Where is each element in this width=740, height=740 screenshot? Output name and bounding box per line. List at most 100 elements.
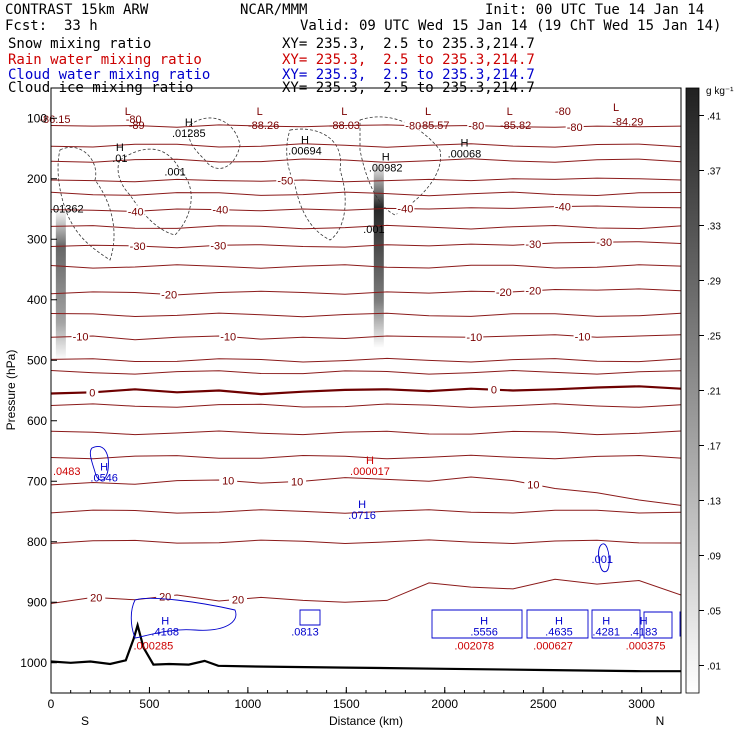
isotherm-label: 10 — [222, 476, 234, 488]
y-tick-label: 900 — [27, 595, 47, 609]
cloud-water-max-h-marker: H — [555, 616, 563, 628]
x-tick-label: 500 — [139, 697, 159, 711]
rain-max-value: .002078 — [454, 640, 494, 652]
field-cloud-ice-name: Cloud ice mixing ratio — [8, 80, 194, 96]
y-tick-label: 700 — [27, 474, 47, 488]
x-tick-label: 3000 — [628, 697, 655, 711]
rain-max-value: .0483 — [53, 466, 81, 478]
isotherm — [51, 224, 681, 230]
isotherm-label: -30 — [210, 240, 226, 252]
cloud-water-max-h-marker: H — [480, 616, 488, 628]
x-tick-label: 0 — [48, 697, 55, 711]
isotherm — [51, 454, 681, 460]
isotherm-label-bg — [573, 330, 592, 342]
isotherm-label-bg — [126, 205, 145, 217]
isotherm-label: -40 — [555, 201, 571, 213]
y-tick-label: 200 — [27, 172, 47, 186]
cloud-water-contour — [299, 609, 321, 626]
isotherm — [51, 369, 681, 375]
cloud-water-max-value: .5556 — [470, 627, 498, 639]
snow-max-value: .00068 — [448, 149, 482, 161]
init-time: Init: 00 UTC Tue 14 Jan 14 — [485, 2, 705, 18]
y-tick-label: 500 — [27, 353, 47, 367]
temperature-extreme-label: -84.29 — [612, 117, 643, 129]
isotherm-label-bg — [229, 593, 248, 605]
ice-shading-layer — [55, 160, 384, 361]
colorbar-tick-label: .29 — [707, 277, 721, 288]
x-tick-label: 2500 — [530, 697, 557, 711]
cloud-water-max-h-marker: H — [640, 616, 648, 628]
isotherm-label: -30 — [525, 239, 541, 251]
cloud-water-max-value: .4168 — [151, 627, 179, 639]
colorbar-tick-label: .13 — [707, 497, 721, 508]
isotherm-label-bg — [404, 119, 423, 131]
ice-shading-column — [55, 209, 66, 361]
cloud-water-max-value: .4183 — [630, 627, 658, 639]
isotherm-label-bg — [524, 284, 543, 296]
isotherm-label: 10 — [291, 477, 303, 489]
isotherm — [51, 430, 681, 436]
x-end-label-south: S — [81, 714, 89, 728]
isotherm-10 — [51, 476, 681, 506]
isotherm — [51, 509, 681, 514]
y-tick-label: 1000 — [20, 656, 47, 670]
snow-max-h-marker: H — [116, 142, 124, 154]
colorbar-tick-label: .05 — [707, 607, 721, 618]
cloud-water-contour — [591, 609, 641, 639]
isotherm-label-bg — [595, 236, 614, 248]
cloud-water-contour — [679, 611, 681, 637]
isotherm-label: -10 — [220, 332, 236, 344]
y-tick-label: 400 — [27, 293, 47, 307]
isotherm — [51, 403, 681, 408]
isotherm--30 — [51, 241, 681, 249]
isotherm-label: -80 — [567, 122, 583, 134]
isotherm-label-bg — [553, 200, 572, 212]
cloud-water-contour — [130, 597, 237, 639]
field-snow-name: Snow mixing ratio — [8, 36, 152, 52]
colorbar-tick-label: .41 — [707, 112, 721, 123]
isotherm-label-bg — [209, 239, 228, 251]
isotherm-label-bg — [211, 203, 230, 215]
cloud-water-contour — [643, 611, 673, 639]
isotherm-label-bg — [467, 119, 486, 131]
isotherm-label: -10 — [575, 331, 591, 343]
snow-max-value: .00982 — [369, 162, 403, 174]
isotherm-label-bg — [465, 331, 484, 343]
colorbar-unit: g kg⁻¹ — [706, 86, 734, 97]
isotherm-label: 20 — [232, 594, 244, 606]
isotherm--80 — [51, 124, 681, 128]
rain-max-h-marker: H — [366, 455, 374, 467]
isotherm-label-bg — [219, 330, 238, 342]
isotherm-label: -10 — [73, 331, 89, 343]
isotherm-label-bg — [276, 174, 295, 186]
temperature-contour-layer: 10 10 10 20 20 20 -10 -10 -10 -10 -20 -20 -20 -30 -30 -… — [51, 119, 681, 606]
center-name: NCAR/MMM — [240, 2, 308, 18]
forecast-hours: 33 h — [64, 18, 98, 34]
rain-max-value: .000627 — [533, 640, 573, 652]
isotherm — [51, 264, 681, 269]
isotherm-label: -30 — [130, 241, 146, 253]
cloud-water-contour — [598, 543, 610, 573]
isotherm-label-bg — [219, 474, 238, 486]
cloud-water-max-h-marker: H — [161, 616, 169, 628]
field-snow-xy: XY= 235.3, 2.5 to 235.3,214.7 — [282, 36, 535, 52]
y-tick-label: 600 — [27, 414, 47, 428]
isotherm-label: 0 — [89, 387, 95, 399]
temperature-extreme-label: -86.15 — [39, 114, 70, 126]
colorbar: g kg⁻¹ .01 .05 .09 .13 .17 .21 .25 .29 .33 .37 .41 — [685, 86, 734, 694]
cloud-water-max-value: .001 — [592, 554, 613, 566]
model-name: CONTRAST 15km ARW — [5, 2, 149, 18]
isotherm-label-bg — [71, 330, 90, 342]
x-tick-label: 1000 — [235, 697, 262, 711]
snow-max-value: .01285 — [172, 128, 206, 140]
snow-max-value: .01362 — [50, 204, 84, 216]
temperature-extreme-label: -80 — [555, 106, 571, 118]
isotherm-label: -40 — [212, 205, 228, 217]
cloud-water-contour — [431, 609, 523, 639]
isotherm-label-bg — [565, 120, 584, 132]
cloud-water-max-value: .4635 — [545, 627, 573, 639]
isotherm — [51, 357, 681, 363]
cloud-water-max-h-marker: H — [358, 499, 366, 511]
isotherm — [51, 143, 681, 148]
